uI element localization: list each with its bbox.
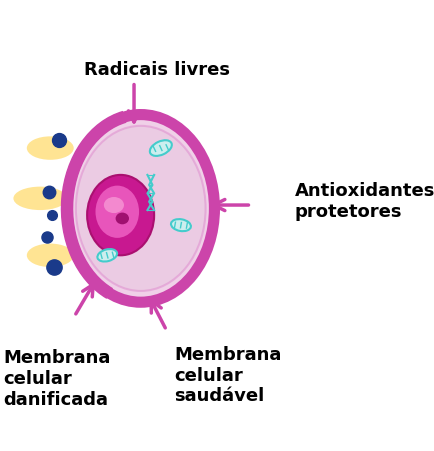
- Ellipse shape: [97, 249, 117, 262]
- Ellipse shape: [27, 244, 73, 267]
- Ellipse shape: [87, 175, 154, 255]
- Ellipse shape: [76, 126, 205, 291]
- Ellipse shape: [115, 212, 129, 224]
- Ellipse shape: [104, 197, 124, 213]
- Ellipse shape: [149, 140, 171, 156]
- Ellipse shape: [67, 115, 214, 302]
- Text: Antioxidantes
protetores: Antioxidantes protetores: [294, 182, 434, 221]
- Ellipse shape: [27, 136, 73, 160]
- Ellipse shape: [171, 219, 191, 231]
- Ellipse shape: [95, 186, 139, 238]
- Ellipse shape: [13, 187, 67, 210]
- Text: Membrana
celular
danificada: Membrana celular danificada: [3, 349, 111, 409]
- Text: Radicais livres: Radicais livres: [84, 61, 230, 79]
- Text: Membrana
celular
saudável: Membrana celular saudável: [174, 346, 281, 405]
